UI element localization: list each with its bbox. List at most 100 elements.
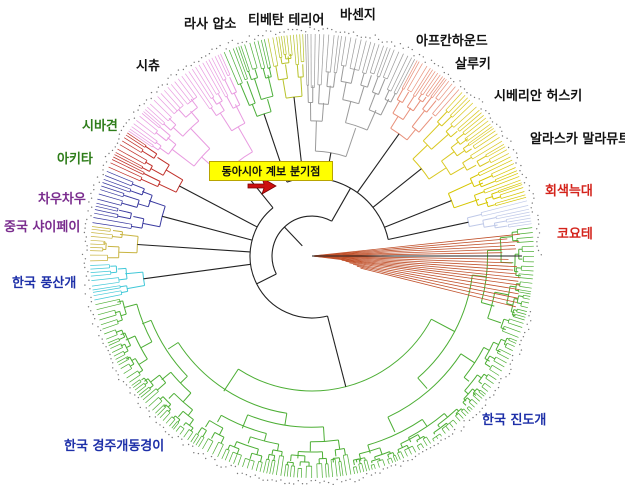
tip-label-mark (314, 479, 317, 482)
tip-line (93, 290, 122, 297)
tip-label-mark (530, 320, 532, 322)
tip-line (458, 412, 464, 419)
tip-line (508, 220, 532, 225)
branch-line (428, 167, 447, 180)
branch-line (416, 440, 419, 443)
tip-line (238, 46, 248, 72)
branch-line (477, 374, 482, 379)
tip-line (435, 89, 460, 117)
tip-line (345, 37, 352, 67)
branch-line (422, 123, 440, 142)
tip-label-mark (433, 62, 436, 65)
tip-line (217, 444, 224, 458)
clade-alaskan-malamute (466, 200, 532, 229)
branch-line (445, 125, 453, 132)
western-backbone-arc (286, 177, 389, 240)
tip-label-mark (93, 189, 95, 191)
tip-line (481, 205, 529, 217)
branch-line (120, 313, 127, 317)
tip-label-mark (352, 31, 355, 33)
tip-line (302, 34, 305, 62)
tip-line (125, 134, 145, 148)
branch-line (350, 67, 356, 84)
tip-line (90, 236, 113, 239)
tip-label-mark (485, 110, 487, 112)
branch-arc (129, 212, 132, 219)
tip-line (116, 356, 128, 363)
branch-line (453, 198, 480, 209)
label-basenji: 바센지 (340, 8, 376, 23)
tip-line (214, 56, 227, 80)
branch-line (371, 76, 379, 93)
tip-line (169, 419, 176, 427)
tip-arc (122, 193, 125, 197)
branch-line (112, 236, 122, 238)
branch-line (161, 371, 172, 381)
tip-line (462, 115, 484, 133)
tip-line (450, 97, 468, 116)
tip-line (90, 243, 105, 246)
branch-line (417, 434, 421, 439)
branch-line (437, 111, 448, 123)
tip-label-mark (297, 480, 299, 482)
branch-line (180, 375, 188, 384)
branch-line (118, 278, 128, 281)
tip-line (202, 438, 209, 450)
tip-line (472, 395, 481, 402)
tip-arc (128, 363, 133, 369)
tip-arc (417, 443, 422, 447)
branch-line (150, 168, 164, 176)
tip-line (392, 455, 396, 462)
clade-shiba-inu (108, 132, 184, 193)
tip-label-mark (318, 30, 320, 32)
branch-line (396, 88, 404, 100)
tip-line (469, 128, 494, 146)
tip-label-mark (300, 29, 303, 32)
tip-label-mark (145, 99, 148, 101)
branch-line (426, 100, 437, 113)
branch-line (118, 209, 132, 214)
branch-line (112, 230, 123, 233)
tip-line (363, 460, 368, 472)
tip-label-mark (236, 472, 239, 475)
tip-line (207, 441, 214, 452)
tip-line (144, 109, 164, 126)
tip-line (325, 34, 330, 72)
tip-line (179, 428, 185, 435)
tip-label-mark (507, 146, 510, 149)
tip-line (228, 49, 243, 84)
tip-label-mark (479, 411, 481, 413)
tip-label-mark (161, 84, 163, 86)
tip-line (155, 404, 165, 414)
tip-line (257, 40, 266, 69)
tip-label-mark (540, 254, 542, 256)
tip-label-mark (129, 387, 131, 389)
branch-line (484, 224, 498, 228)
tip-label-mark (536, 245, 538, 247)
tip-label-mark (538, 223, 540, 225)
tip-label-mark (520, 164, 522, 167)
branch-line (464, 390, 469, 395)
tip-line (517, 308, 527, 312)
tip-label-mark (523, 182, 526, 184)
tip-label-mark (86, 245, 88, 247)
branch-line (168, 408, 171, 412)
tip-arc (387, 457, 392, 460)
branch-line (470, 173, 480, 179)
branch-line (125, 271, 143, 275)
tip-label-mark (83, 262, 86, 264)
tip-line (453, 106, 477, 128)
tip-label-mark (537, 214, 539, 217)
tip-line (266, 459, 270, 474)
tip-label-mark (170, 74, 172, 76)
branch-line (224, 79, 233, 95)
tip-label-mark (537, 219, 539, 221)
label-coyote: 코요테 (557, 227, 593, 242)
tip-label-mark (241, 472, 243, 474)
branch-line (463, 144, 469, 149)
wolf-line (311, 255, 514, 271)
coyote-line (356, 265, 517, 303)
tip-label-mark (453, 81, 455, 83)
tip-label-mark (400, 465, 402, 467)
tip-line (464, 120, 489, 140)
